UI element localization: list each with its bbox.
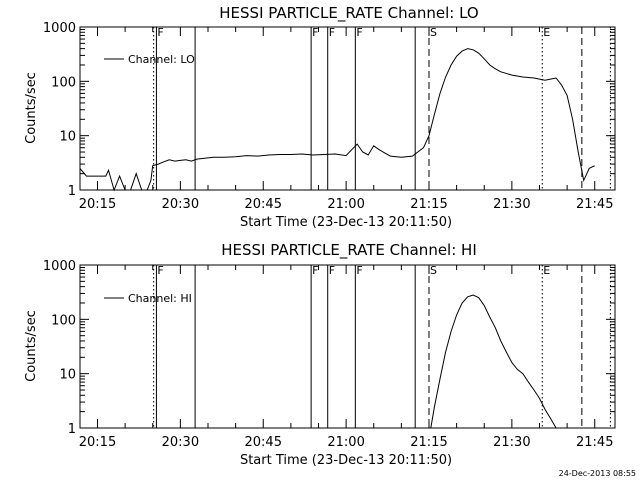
x-tick-label: 20:45 [245, 197, 282, 212]
flag-label: F [157, 26, 163, 39]
flag-label: E [543, 26, 550, 39]
flag-label: F [356, 264, 362, 277]
x-tick-label: 21:15 [410, 435, 447, 450]
flag-label: F [329, 26, 335, 39]
y-tick-label: 1 [68, 422, 76, 437]
x-tick-label: 21:30 [493, 197, 530, 212]
flag-label: S [430, 26, 437, 39]
legend: Channel: HI [104, 292, 192, 305]
x-tick-label: 21:00 [327, 435, 364, 450]
x-axis: 20:15 20:30 20:45 21:00 21:15 21:30 21:45 [79, 27, 613, 212]
x-tick-label: 21:15 [410, 197, 447, 212]
timestamp-footer: 24-Dec-2013 08:55 [559, 469, 636, 478]
y-axis-label: Counts/sec [24, 72, 39, 144]
x-tick-label: 20:15 [79, 435, 116, 450]
series-lines [79, 48, 595, 192]
x-tick-label: 20:30 [162, 197, 199, 212]
series-line [430, 294, 557, 429]
flag-label: F [157, 264, 163, 277]
y-axis: 1 10 100 1000 [43, 259, 615, 437]
x-tick-label: 21:45 [576, 435, 613, 450]
legend: Channel: LO [104, 53, 195, 66]
x-tick-label: 21:30 [493, 435, 530, 450]
plot-frame [79, 264, 616, 429]
x-tick-label: 20:30 [162, 435, 199, 450]
hi-channel-panel: HESSI PARTICLE_RATE Channel: HI 1 10 100 10… [24, 241, 616, 468]
flag-label: F [312, 264, 318, 277]
flag-label: F [329, 264, 335, 277]
y-axis: 1 10 100 1000 [43, 21, 615, 199]
flag-label: F [312, 26, 318, 39]
y-tick-label: 100 [51, 313, 76, 328]
y-tick-label: 10 [59, 130, 76, 145]
y-tick-label: 1000 [43, 259, 76, 274]
x-axis: 20:15 20:30 20:45 21:00 21:15 21:30 21:45 [79, 265, 613, 450]
y-tick-label: 1 [68, 184, 76, 199]
flag-label: S [430, 264, 437, 277]
legend-label: Channel: HI [128, 292, 192, 305]
x-axis-label: Start Time (23-Dec-13 20:11:50) [240, 215, 452, 230]
x-axis-label: Start Time (23-Dec-13 20:11:50) [240, 453, 452, 468]
series-lines [430, 294, 557, 429]
x-tick-label: 20:15 [79, 197, 116, 212]
y-axis-label: Counts/sec [24, 310, 39, 382]
y-tick-label: 10 [59, 368, 76, 383]
x-tick-label: 21:00 [327, 197, 364, 212]
chart-title: HESSI PARTICLE_RATE Channel: LO [219, 4, 478, 23]
x-tick-label: 20:45 [245, 435, 282, 450]
y-tick-label: 1000 [43, 21, 76, 36]
flag-label: E [543, 264, 550, 277]
chart-title: HESSI PARTICLE_RATE Channel: HI [221, 241, 477, 260]
flag-label: F [356, 26, 362, 39]
legend-label: Channel: LO [128, 53, 195, 66]
plot-frame [79, 26, 616, 191]
lo-channel-panel: HESSI PARTICLE_RATE Channel: LO 1 10 100 10… [24, 4, 616, 230]
y-tick-label: 100 [51, 75, 76, 90]
x-tick-label: 21:45 [576, 197, 613, 212]
series-line [79, 48, 595, 192]
